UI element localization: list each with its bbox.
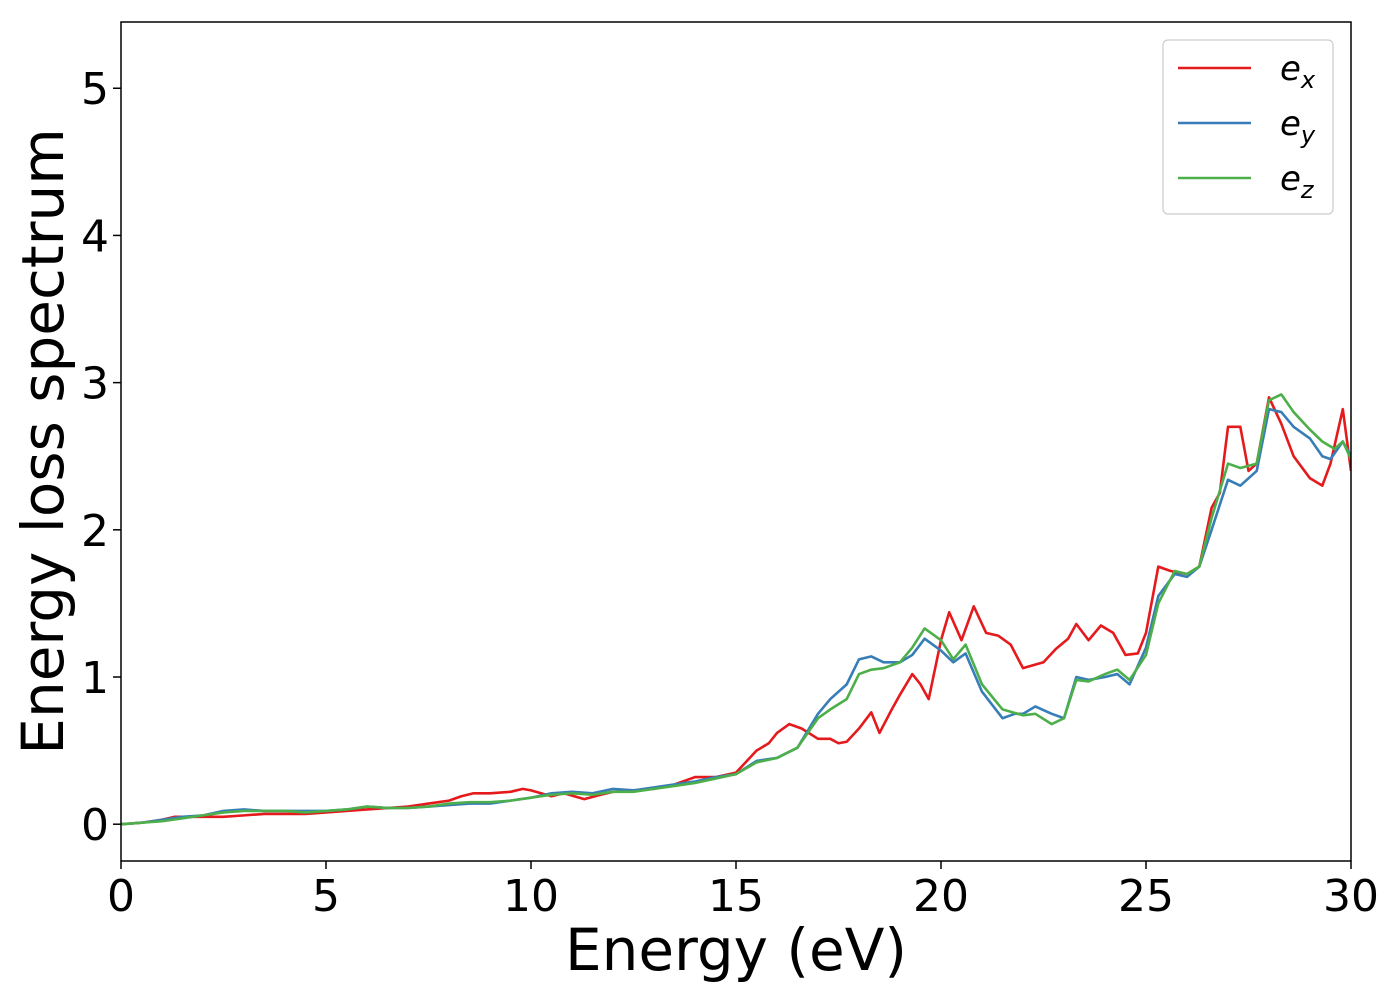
y-tick-label: 4: [81, 211, 109, 262]
y-tick-label: 0: [81, 800, 109, 851]
legend-box: [1162, 39, 1334, 215]
series-line-ex: [121, 396, 1351, 826]
x-tick-label: 5: [312, 871, 340, 922]
y-tick-label: 3: [81, 359, 109, 410]
y-tick-label: 5: [81, 64, 109, 115]
x-tick-label: 15: [708, 871, 764, 922]
x-axis-label: Energy (eV): [565, 916, 907, 984]
x-tick-label: 20: [913, 871, 969, 922]
x-tick-label: 25: [1118, 871, 1174, 922]
legend-label-ey: ey: [1280, 104, 1316, 149]
legend: ex ey ez: [1162, 39, 1334, 215]
legend-label-ez: ez: [1280, 159, 1315, 204]
y-tick-label: 2: [81, 506, 109, 557]
x-tick-label: 0: [107, 871, 135, 922]
legend-label-ex: ex: [1280, 49, 1316, 94]
y-axis-label: Energy loss spectrum: [9, 128, 77, 754]
plot-area: [121, 393, 1351, 826]
x-tick-label: 10: [503, 871, 559, 922]
series-line-ez: [121, 393, 1351, 826]
series-line-ey: [121, 407, 1351, 826]
ticks: 0 5 10 15 20 25 30 0 1 2 3 4 5: [81, 64, 1379, 922]
y-tick-label: 1: [81, 653, 109, 704]
x-tick-label: 30: [1323, 871, 1379, 922]
